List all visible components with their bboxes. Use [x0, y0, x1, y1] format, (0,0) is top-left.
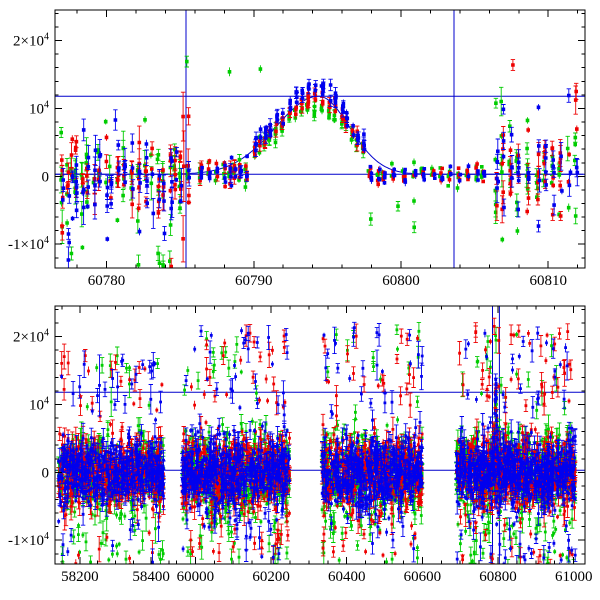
bottom-y-tick-label: 104 [29, 395, 49, 413]
flare-model-curve [55, 95, 584, 175]
bottom-panel: 58200 58400 60000 60200 60400 60600 60800 61000… [8, 305, 592, 585]
bottom-x-tick-label: 60000 [177, 569, 215, 585]
bottom-y-tick-label: -1×104 [8, 531, 49, 549]
top-x-tick-label: 60780 [88, 273, 126, 289]
top-y-tick-label: 2×104 [13, 32, 49, 50]
top-y-tick-label: 104 [29, 99, 49, 117]
top-y-tick-label: 0 [42, 169, 50, 185]
bottom-x-tick-label: 58400 [132, 569, 170, 585]
top-data-layer [55, 10, 585, 268]
bottom-x-tick-label: 60800 [479, 569, 517, 585]
top-axes-frame [54, 9, 586, 269]
bottom-x-tick-label: 61000 [555, 569, 593, 585]
top-y-tick-label: -1×104 [8, 235, 49, 253]
top-x-tick-label: 60800 [382, 273, 420, 289]
bottom-data-layer [55, 306, 585, 564]
bottom-x-tick-label: 60200 [252, 569, 290, 585]
top-panel: 60780 60790 60800 60810 2×104 104 0 -1×104 [8, 9, 586, 289]
top-x-tick-label: 60810 [529, 273, 567, 289]
top-tick-labels: 60780 60790 60800 60810 2×104 104 0 -1×104 [8, 32, 567, 289]
bottom-x-tick-label: 60400 [328, 569, 366, 585]
bottom-y-tick-label: 2×104 [13, 328, 49, 346]
bottom-x-tick-label: 58200 [61, 569, 99, 585]
bottom-axes-frame [54, 305, 586, 565]
bottom-tick-labels: 58200 58400 60000 60200 60400 60600 60800 61000… [8, 328, 592, 585]
bottom-x-tick-label: 60600 [404, 569, 442, 585]
top-x-tick-label: 60790 [235, 273, 273, 289]
bottom-y-tick-label: 0 [42, 465, 50, 481]
